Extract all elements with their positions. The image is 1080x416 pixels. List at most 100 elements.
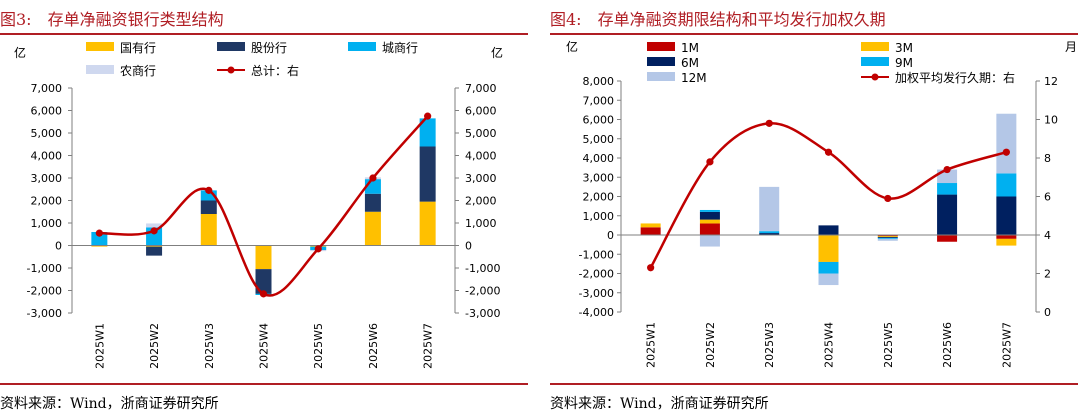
legend-swatch <box>647 42 675 51</box>
right-tick-label: -3,000 <box>465 307 500 320</box>
line-point <box>884 194 892 203</box>
title-rule <box>550 33 1078 35</box>
figure-title: 图3: 存单净融资银行类型结构 <box>0 10 224 29</box>
left-tick-label: 2,000 <box>583 191 615 204</box>
bar-segment <box>364 211 381 246</box>
bar-segment <box>996 196 1017 235</box>
legend-swatch <box>647 57 675 66</box>
left-tick-label: 5,000 <box>31 127 63 140</box>
bank-type-chart: -3,000 -2,000 -1,000 0 1,000 2,000 3,000 4,000 5… <box>14 40 503 369</box>
left-tick-label: -3,000 <box>579 287 614 300</box>
bar-segment <box>640 223 661 228</box>
bar-segment <box>877 236 898 238</box>
right-tick-label: 6 <box>1044 191 1051 204</box>
right-tick-label: 2,000 <box>465 195 497 208</box>
category-label: 2025W5 <box>312 323 325 369</box>
bar-segment <box>364 193 381 212</box>
legend-swatch <box>217 42 245 51</box>
bar-segment <box>699 235 720 247</box>
left-tick-label: 3,000 <box>583 171 615 184</box>
legend-label: 总计：右 <box>251 63 299 78</box>
line-point <box>824 148 833 156</box>
right-tick-label: 7,000 <box>465 82 497 95</box>
left-tick-label: 6,000 <box>31 105 63 118</box>
category-label: 2025W6 <box>367 323 380 369</box>
bar-segment <box>996 113 1017 174</box>
bar-segment <box>699 209 720 212</box>
legend-swatch <box>861 57 889 66</box>
legend-label: 国有行 <box>120 41 156 55</box>
left-tick-label: -2,000 <box>27 285 62 298</box>
left-tick-label: -2,000 <box>579 268 614 281</box>
title-rule <box>0 33 528 35</box>
bar-segment <box>699 223 720 235</box>
left-tick-label: -1,000 <box>27 262 62 275</box>
line-point <box>943 165 951 174</box>
bar-segment <box>759 186 780 232</box>
left-tick-label: 3,000 <box>31 172 63 185</box>
bar-segment <box>996 173 1017 197</box>
left-tick-label: 6,000 <box>583 114 615 127</box>
category-label: 2025W7 <box>422 323 435 369</box>
legend-swatch-marker <box>227 66 235 74</box>
category-label: 2025W2 <box>704 322 717 368</box>
bar-segment <box>419 201 436 246</box>
right-tick-label: 0 <box>465 240 472 253</box>
category-label: 2025W3 <box>763 322 776 368</box>
category-label: 2025W7 <box>1000 322 1013 368</box>
line-point <box>150 227 158 235</box>
bar-segment <box>759 231 780 234</box>
bar-segment <box>255 245 272 270</box>
right-tick-label: 6,000 <box>465 105 497 118</box>
left-unit-label: 亿 <box>566 39 578 54</box>
bar-segment <box>818 273 839 286</box>
category-label: 2025W3 <box>203 323 216 369</box>
bar-segment <box>818 235 839 262</box>
legend-label: 股份行 <box>251 41 287 55</box>
bar-segment <box>146 223 163 228</box>
left-tick-label: 2,000 <box>31 195 63 208</box>
source-rule <box>0 383 528 385</box>
legend-swatch <box>348 42 376 51</box>
chart-panel-right: 图4: 存单净融资期限结构和平均发行加权久期 -4,000 -3,000 -2,00… <box>550 0 1080 416</box>
right-tick-label: -1,000 <box>465 262 500 275</box>
legend-label: 1M <box>681 41 699 55</box>
right-tick-label: 0 <box>1044 306 1051 319</box>
category-label: 2025W1 <box>93 323 106 369</box>
bar-segment <box>91 245 108 247</box>
bar-segment <box>818 261 839 274</box>
left-tick-label: 7,000 <box>31 82 63 95</box>
left-tick-label: 1,000 <box>583 210 615 223</box>
right-unit-label: 亿 <box>491 45 503 60</box>
right-tick-label: 8 <box>1044 152 1051 165</box>
left-tick-label: -3,000 <box>27 307 62 320</box>
bar-segment <box>699 219 720 224</box>
left-tick-label: -4,000 <box>579 306 614 319</box>
left-tick-label: -1,000 <box>579 248 614 261</box>
right-unit-label: 月 <box>1065 40 1077 54</box>
bar-segment <box>699 211 720 220</box>
legend-swatch <box>86 42 114 51</box>
line-point <box>706 158 714 166</box>
bar-segment <box>200 190 217 201</box>
line-point <box>314 245 322 253</box>
bar-segment <box>759 233 780 235</box>
bar-segment <box>640 227 661 235</box>
line-point <box>369 174 377 182</box>
bar-segment <box>818 225 839 235</box>
bar-segment <box>877 237 898 239</box>
legend-label: 3M <box>895 41 913 55</box>
chart-panel-left: 图3: 存单净融资银行类型结构 -3,000 -2,000 -1,000 0 1,000… <box>0 0 530 416</box>
bar-segment <box>200 200 217 214</box>
right-tick-label: 2 <box>1044 268 1051 281</box>
line-point <box>259 290 268 298</box>
bar-segment <box>146 246 163 256</box>
source-note: 资料来源：Wind，浙商证券研究所 <box>0 396 219 412</box>
source-rule <box>550 383 1078 385</box>
legend-label: 加权平均发行久期：右 <box>895 70 1015 85</box>
bar-segment <box>937 194 958 235</box>
legend-label: 9M <box>895 56 913 70</box>
line-point <box>424 112 432 120</box>
figure-title: 图4: 存单净融资期限结构和平均发行加权久期 <box>550 10 886 29</box>
right-tick-label: 12 <box>1044 75 1058 88</box>
